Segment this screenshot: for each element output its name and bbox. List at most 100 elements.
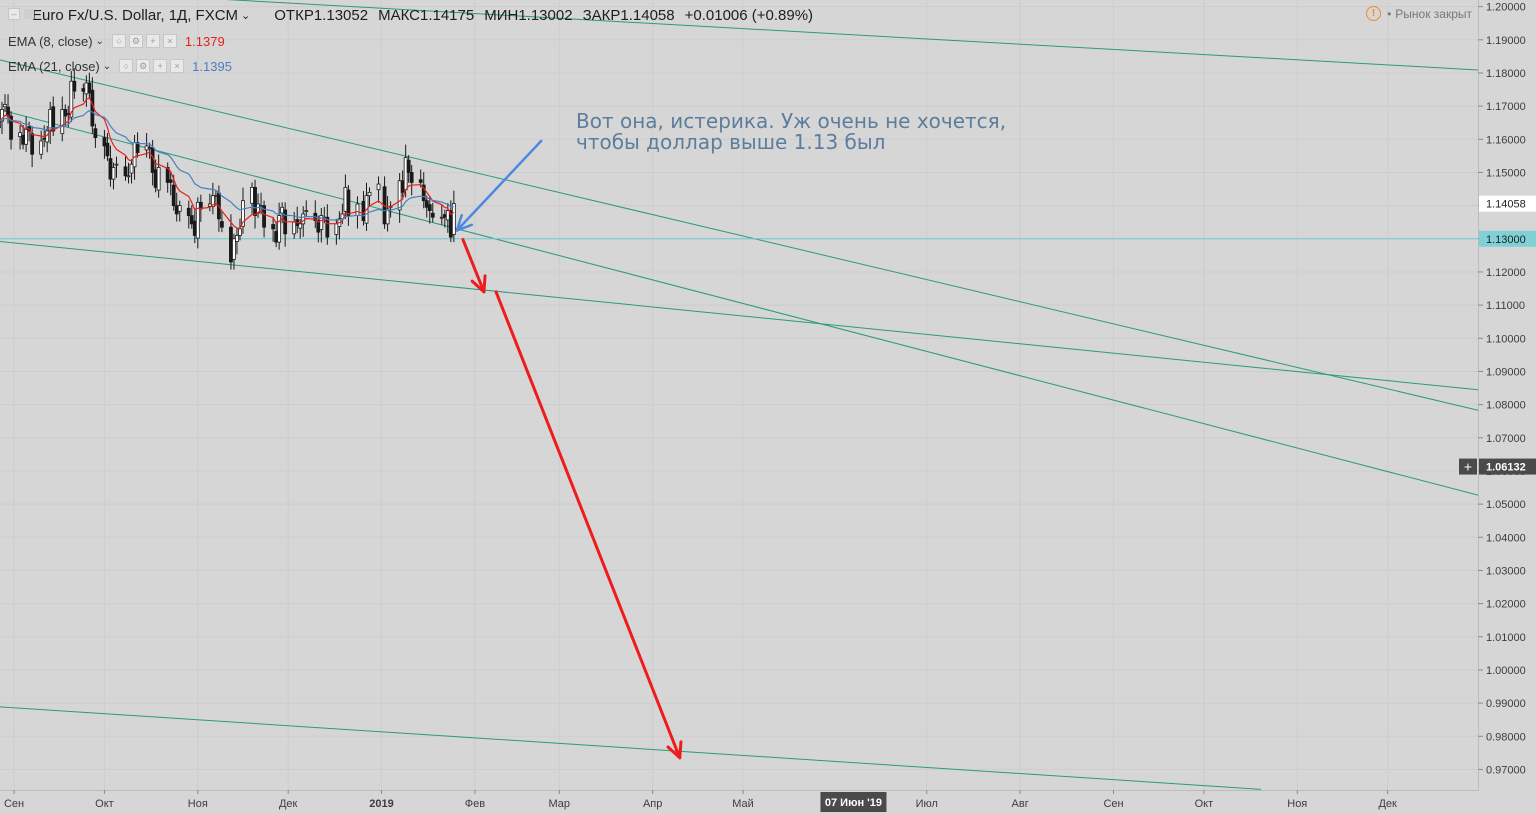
time-tick-label: Сен [1103,798,1123,810]
price-tick-label: 1.03000 [1486,565,1526,577]
low-value: 1.13002 [518,6,573,24]
trend-line [0,59,1479,411]
annotation-text[interactable]: Вот она, истерика. Уж очень не хочется, … [576,109,1007,154]
remove-icon[interactable]: × [162,34,177,48]
time-tick-label: Авг [1012,798,1029,810]
price-tick-label: 0.97000 [1486,764,1526,776]
collapse-icon[interactable]: – [8,8,20,20]
price-tick-label: 1.08000 [1486,400,1526,412]
candle-body [403,157,408,191]
time-tick-label: Окт [1195,798,1214,810]
chevron-down-icon[interactable]: ⌄ [241,9,251,22]
candle-body [235,235,239,242]
symbol-title[interactable]: Euro Fx/U.S. Dollar, 1Д, FXCM [32,6,239,24]
level-price-badge-label: 1.13000 [1486,234,1526,246]
time-scale[interactable]: Сен Окт Ноя Дек 2019 Фев Мар Апр Май 07 Июн '19 Ию… [4,790,1397,812]
candle-body [39,140,44,155]
ema21-legend[interactable]: EMA (21, close) ⌄ ○ ⚙ + × 1.1395 [8,57,232,75]
candle-body [292,221,297,235]
candle-body [361,200,366,221]
trend-lines[interactable] [0,0,1479,790]
price-tick-label: 0.99000 [1486,698,1526,710]
candle-body [177,205,182,212]
candle-body [346,189,351,216]
time-tick-label: Ноя [1287,798,1307,810]
candle-body [274,231,279,243]
candle-body [325,216,330,238]
remove-icon[interactable]: × [170,59,185,73]
eye-icon[interactable]: ○ [111,34,126,48]
candle-body [213,195,218,198]
candle-body [376,183,381,191]
price-tick-label: 1.04000 [1486,532,1526,544]
price-tick-label: 1.01000 [1486,632,1526,644]
candle-body [129,163,134,174]
high-value: 1.14175 [419,6,475,24]
candle-body [427,204,432,212]
ema8-value: 1.1379 [184,33,225,49]
candle-body [153,169,158,188]
drawn-arrows[interactable] [455,139,683,760]
candle-body [18,132,22,138]
high-label: МАКС [378,6,420,24]
price-tick-label: 1.18000 [1486,68,1526,80]
candle-body [0,109,4,122]
market-status: ! • Рынок закрыт [1366,6,1472,21]
candle-body [0,120,1,129]
time-tick-label: Мар [549,798,571,810]
chevron-down-icon[interactable]: ⌄ [95,35,104,47]
arrow-shaft [461,237,486,294]
crosshair-price-badge [1479,458,1536,475]
candle-body [135,142,140,153]
settings-icon[interactable]: ⚙ [128,34,143,48]
candle-body [42,137,47,140]
candle-body [451,203,456,235]
candle-body [63,109,68,117]
ema8-legend[interactable]: EMA (8, close) ⌄ ○ ⚙ + × 1.1379 [8,32,225,50]
candle-body [132,142,137,168]
candle-body [298,223,303,229]
candle-body [277,215,282,243]
candle-body [81,88,86,92]
candle-body [210,195,215,208]
price-tick-label: 1.09000 [1486,366,1526,378]
candle-body [102,137,107,147]
arrow-head [455,213,474,232]
candle-body [9,115,13,140]
candle-body [406,159,411,173]
ema8-label[interactable]: EMA (8, close) [8,33,93,49]
candle-body [238,228,242,236]
candle-body [319,215,324,230]
time-tick-label: Май [732,798,754,810]
change-value: +0.01006 (+0.89%) [684,6,814,24]
candle-body [430,212,435,218]
eye-icon[interactable]: ○ [119,59,134,73]
candle-body [397,180,402,211]
candle-body [174,205,179,215]
candle-body [241,200,245,227]
symbol-square-icon [24,9,34,19]
price-scale[interactable]: 0.97000 0.98000 0.99000 1.00000 1.01000 1.020… [1459,2,1536,777]
candle-body [126,175,131,178]
more-icon[interactable]: + [153,59,168,73]
grid-lines [0,0,1478,790]
time-tick-label: Ноя [188,798,208,810]
candle-body [21,134,25,145]
warning-icon: ! [1366,6,1382,21]
settings-icon[interactable]: ⚙ [136,59,151,73]
candle-body [123,166,128,177]
candle-body [442,214,447,218]
candle-body [334,223,339,235]
trend-line [0,706,1262,790]
price-tick-label: 1.05000 [1486,499,1526,511]
more-icon[interactable]: + [145,34,160,48]
candle-body [439,216,444,219]
chevron-down-icon[interactable]: ⌄ [102,60,112,72]
price-tick-label: 1.07000 [1486,433,1526,445]
ema21-label[interactable]: EMA (21, close) [8,58,100,74]
candle-body [3,104,7,108]
price-tick-label: 1.00000 [1486,665,1526,677]
candle-body [87,82,92,94]
